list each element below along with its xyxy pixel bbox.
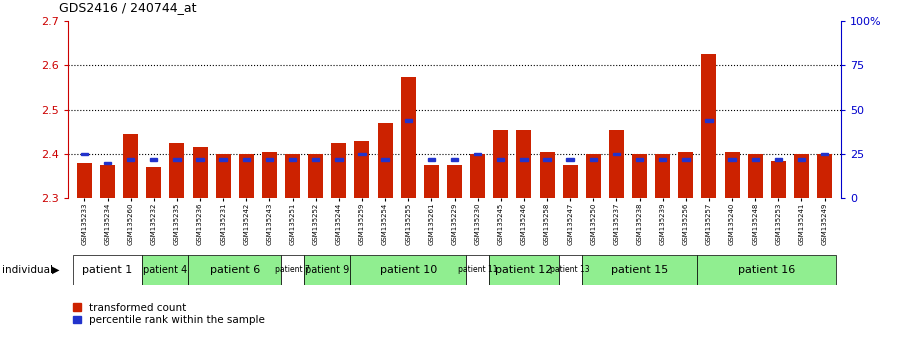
Text: patient 1: patient 1	[83, 265, 133, 275]
Bar	[382, 158, 389, 161]
Bar	[516, 130, 532, 198]
Bar	[219, 158, 227, 161]
Bar	[702, 55, 716, 198]
Bar	[123, 134, 138, 198]
Bar	[73, 255, 142, 285]
Bar	[613, 153, 620, 155]
Bar	[100, 165, 115, 198]
Bar	[215, 154, 231, 198]
Bar	[540, 152, 554, 198]
Bar	[794, 154, 809, 198]
Bar	[520, 158, 527, 161]
Bar	[308, 154, 324, 198]
Text: individual: individual	[2, 265, 53, 275]
Bar	[697, 255, 836, 285]
Legend: transformed count, percentile rank within the sample: transformed count, percentile rank withi…	[74, 303, 265, 325]
Bar	[585, 154, 601, 198]
Bar	[655, 154, 670, 198]
Bar	[489, 255, 559, 285]
Bar	[335, 158, 343, 161]
Bar	[174, 158, 181, 161]
Bar	[559, 255, 582, 285]
Bar	[104, 161, 111, 164]
Text: patient 7: patient 7	[275, 266, 310, 274]
Bar	[817, 154, 832, 198]
Bar	[563, 165, 578, 198]
Text: patient 13: patient 13	[550, 266, 590, 274]
Bar	[405, 119, 412, 122]
Bar	[821, 153, 828, 155]
Bar	[196, 158, 204, 161]
Bar	[81, 153, 88, 155]
Text: patient 11: patient 11	[458, 266, 497, 274]
Bar	[358, 153, 365, 155]
Bar	[771, 161, 786, 198]
Bar	[265, 158, 273, 161]
Bar	[497, 158, 504, 161]
Bar	[582, 255, 697, 285]
Bar	[466, 255, 489, 285]
Bar	[243, 158, 250, 161]
Bar	[451, 158, 458, 161]
Text: patient 16: patient 16	[738, 265, 795, 275]
Bar	[305, 255, 350, 285]
Bar	[355, 141, 369, 198]
Bar	[682, 158, 690, 161]
Bar	[590, 158, 597, 161]
Bar	[724, 152, 740, 198]
Bar	[188, 255, 281, 285]
Bar	[239, 154, 254, 198]
Bar	[544, 158, 551, 161]
Bar	[566, 158, 574, 161]
Bar	[193, 147, 207, 198]
Bar	[312, 158, 319, 161]
Bar	[470, 154, 485, 198]
Bar	[169, 143, 185, 198]
Bar	[146, 167, 161, 198]
Bar	[281, 255, 305, 285]
Bar	[424, 165, 439, 198]
Bar	[659, 158, 666, 161]
Bar	[377, 123, 393, 198]
Bar	[142, 255, 188, 285]
Bar	[632, 154, 647, 198]
Bar	[728, 158, 735, 161]
Bar	[289, 158, 296, 161]
Text: patient 10: patient 10	[380, 265, 437, 275]
Bar	[401, 76, 415, 198]
Bar	[494, 130, 508, 198]
Text: patient 4: patient 4	[144, 265, 187, 275]
Bar	[427, 158, 435, 161]
Text: GDS2416 / 240744_at: GDS2416 / 240744_at	[59, 1, 196, 14]
Bar	[798, 158, 805, 161]
Bar	[77, 163, 92, 198]
Text: patient 9: patient 9	[305, 265, 349, 275]
Bar	[636, 158, 644, 161]
Bar	[474, 153, 482, 155]
Bar	[705, 119, 713, 122]
Bar	[150, 158, 157, 161]
Text: patient 15: patient 15	[611, 265, 668, 275]
Bar	[774, 158, 782, 161]
Bar	[678, 152, 694, 198]
Text: patient 12: patient 12	[495, 265, 553, 275]
Bar	[748, 154, 763, 198]
Text: patient 6: patient 6	[210, 265, 260, 275]
Bar	[285, 154, 300, 198]
Text: ▶: ▶	[52, 265, 59, 275]
Bar	[127, 158, 135, 161]
Bar	[331, 143, 346, 198]
Bar	[752, 158, 759, 161]
Bar	[609, 130, 624, 198]
Bar	[447, 165, 462, 198]
Bar	[350, 255, 466, 285]
Bar	[262, 152, 277, 198]
